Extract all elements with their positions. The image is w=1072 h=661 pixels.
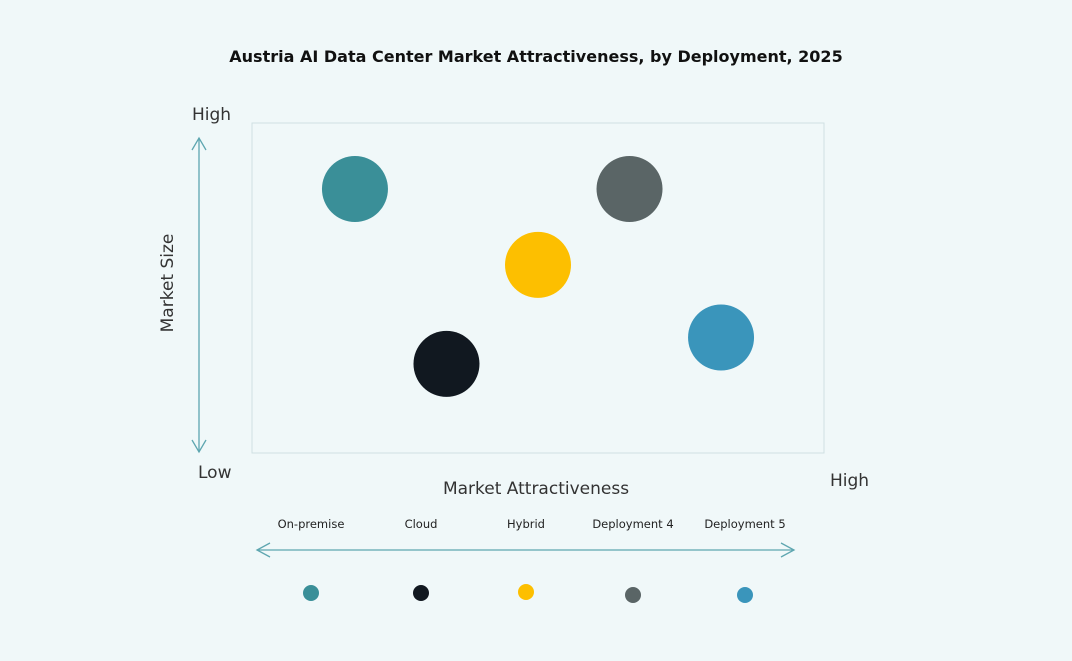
bubble-deployment-4 (596, 156, 663, 222)
bubble-deployment-5 (688, 304, 755, 371)
axis-low-label: Low (198, 463, 232, 483)
legend-dot-on-premise (303, 585, 319, 601)
y-axis-arrow (191, 136, 207, 454)
plot-area (251, 122, 825, 454)
legend-dot-deployment-4 (625, 587, 641, 603)
legend-dot-deployment-5 (737, 587, 753, 603)
bubble-cloud (413, 330, 480, 397)
bubble-hybrid (505, 231, 571, 298)
bubble-on-premise (321, 156, 388, 222)
legend-label-cloud: Cloud (404, 517, 438, 531)
legend-label-deployment-4: Deployment 4 (592, 517, 674, 531)
y-axis-high-label: High (192, 105, 232, 125)
legend-label-on-premise: On-premise (277, 517, 345, 531)
legend-dot-cloud (413, 585, 429, 601)
x-axis-label: Market Attractiveness (442, 479, 630, 499)
legend-arrow (255, 542, 796, 558)
legend-dot-hybrid (518, 584, 534, 600)
chart-title: Austria AI Data Center Market Attractive… (229, 47, 843, 66)
x-axis-high-label: High (830, 471, 870, 491)
legend-label-deployment-5: Deployment 5 (704, 517, 786, 531)
legend-label-hybrid: Hybrid (507, 517, 545, 531)
